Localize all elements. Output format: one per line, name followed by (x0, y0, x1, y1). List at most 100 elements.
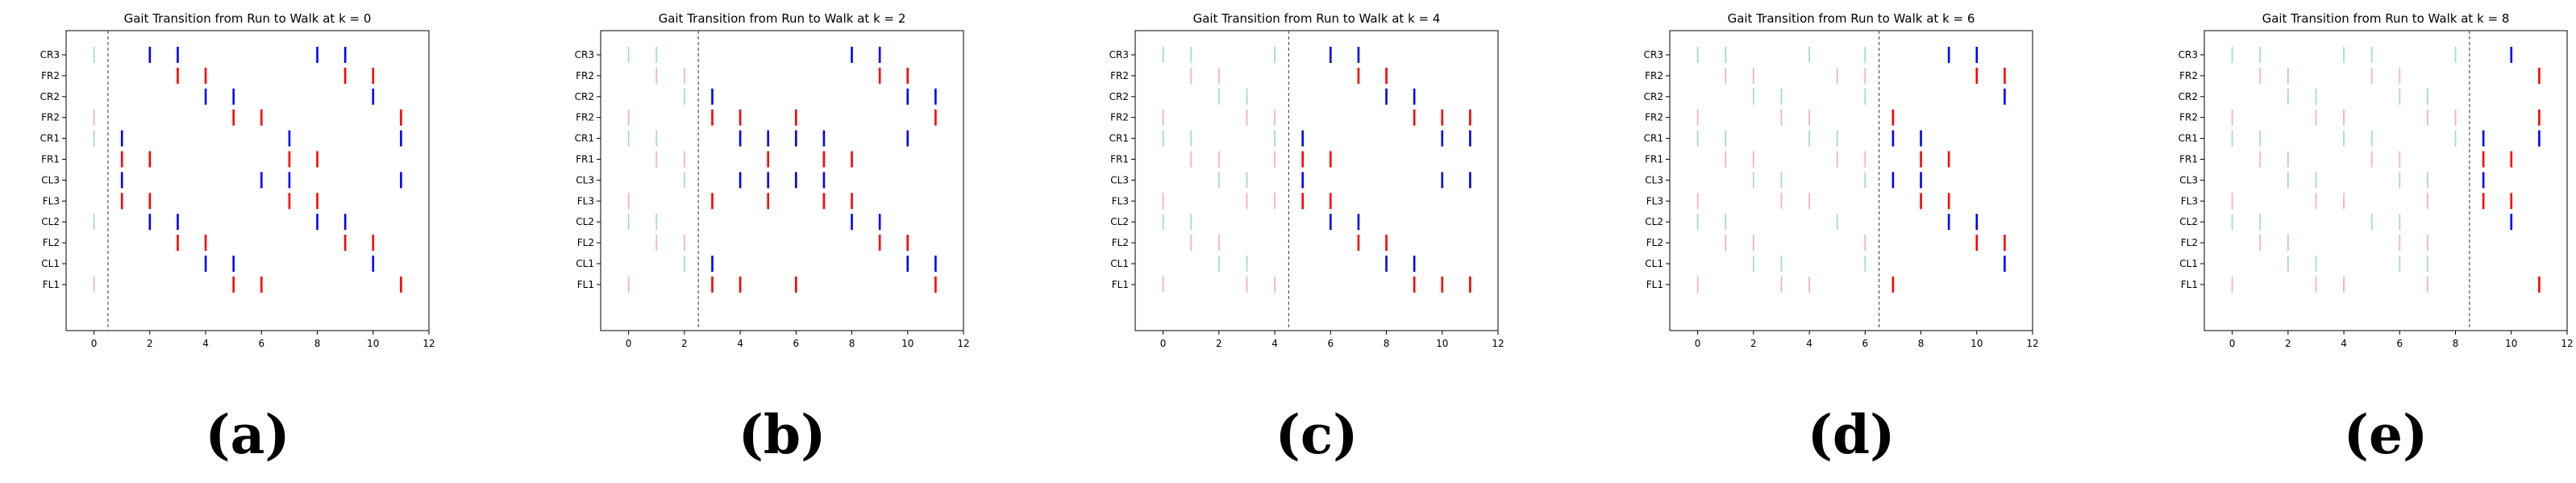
y-tick-label: CL2 (576, 216, 594, 227)
y-tick-label: CR2 (40, 91, 60, 102)
x-tick-label: 0 (1695, 338, 1701, 349)
y-tick-label: CL1 (1110, 258, 1129, 269)
y-tick-label: CL1 (1645, 258, 1663, 269)
x-tick-label: 2 (1216, 338, 1222, 349)
x-tick-label: 12 (1492, 338, 1504, 349)
chart-panel: Gait Transition from Run to Walk at k = … (1109, 11, 1504, 349)
y-tick-label: FL3 (1112, 195, 1129, 206)
y-tick-label: FL2 (43, 237, 60, 248)
x-tick-label: 2 (1750, 338, 1757, 349)
y-tick-label: CL3 (2179, 174, 2198, 185)
x-tick-label: 4 (1271, 338, 1278, 349)
x-tick-label: 0 (626, 338, 632, 349)
x-tick-label: 10 (367, 338, 379, 349)
x-tick-label: 2 (147, 338, 153, 349)
y-tick-label: FL2 (1646, 237, 1663, 248)
x-tick-label: 12 (2026, 338, 2038, 349)
chart-panel: Gait Transition from Run to Walk at k = … (1644, 11, 2039, 349)
y-tick-label: CR3 (1644, 49, 1663, 60)
y-tick-label: CR1 (40, 133, 60, 144)
y-tick-label: FR1 (41, 154, 60, 165)
x-tick-label: 6 (793, 338, 799, 349)
x-tick-label: 10 (1970, 338, 1983, 349)
y-tick-label: CR2 (1109, 91, 1129, 102)
y-tick-label: FL2 (577, 237, 594, 248)
y-tick-label: CL2 (41, 216, 60, 227)
y-tick-label: CR1 (1644, 133, 1663, 144)
y-tick-label: FL2 (1112, 237, 1129, 248)
panel-caption: (d) (1807, 403, 1896, 466)
chart-panel: Gait Transition from Run to Walk at k = … (40, 11, 435, 349)
y-tick-label: CL2 (1645, 216, 1663, 227)
plot-frame (600, 30, 964, 331)
x-tick-label: 12 (957, 338, 969, 349)
x-tick-label: 0 (1160, 338, 1167, 349)
y-tick-label: FL2 (2181, 237, 2198, 248)
y-tick-label: FL3 (1646, 195, 1663, 206)
y-tick-label: CR3 (1109, 49, 1129, 60)
y-tick-label: CL3 (41, 174, 60, 185)
y-tick-label: CR1 (1109, 133, 1129, 144)
chart-title: Gait Transition from Run to Walk at k = … (124, 11, 372, 26)
y-tick-label: CL3 (1110, 174, 1129, 185)
y-tick-label: FL1 (577, 279, 594, 290)
x-tick-label: 4 (202, 338, 209, 349)
x-tick-label: 8 (1918, 338, 1925, 349)
y-tick-label: FR2 (2179, 70, 2198, 81)
plot-frame (2204, 30, 2568, 331)
y-tick-label: CL2 (2179, 216, 2198, 227)
y-tick-label: FR2 (1645, 112, 1663, 123)
y-tick-label: FR1 (1645, 154, 1663, 165)
y-tick-label: FR2 (1110, 112, 1129, 123)
panel-caption: (a) (205, 403, 290, 466)
x-tick-label: 2 (2285, 338, 2291, 349)
chart-title: Gait Transition from Run to Walk at k = … (659, 11, 906, 26)
x-tick-label: 10 (1436, 338, 1448, 349)
x-tick-label: 4 (737, 338, 743, 349)
y-tick-label: CL3 (1645, 174, 1663, 185)
x-tick-label: 8 (314, 338, 321, 349)
y-tick-label: FR1 (2179, 154, 2198, 165)
x-tick-label: 6 (1327, 338, 1334, 349)
y-tick-label: CR2 (575, 91, 594, 102)
y-tick-label: FR2 (576, 112, 594, 123)
y-tick-label: FL1 (1112, 279, 1129, 290)
x-tick-label: 6 (1862, 338, 1868, 349)
plot-frame (65, 30, 430, 331)
x-tick-label: 6 (258, 338, 264, 349)
plot-frame (1669, 30, 2033, 331)
y-tick-label: FL1 (43, 279, 60, 290)
y-tick-label: CR2 (2179, 91, 2198, 102)
y-tick-label: FL1 (2181, 279, 2198, 290)
y-tick-label: FR2 (41, 70, 60, 81)
x-tick-label: 4 (2341, 338, 2347, 349)
y-tick-label: CR3 (575, 49, 594, 60)
y-tick-label: CR3 (40, 49, 60, 60)
panel-caption: (e) (2343, 403, 2428, 466)
x-tick-label: 10 (2505, 338, 2517, 349)
x-tick-label: 6 (2396, 338, 2403, 349)
x-tick-label: 0 (2229, 338, 2236, 349)
x-tick-label: 0 (91, 338, 98, 349)
y-tick-label: CR1 (2179, 133, 2198, 144)
y-tick-label: FR1 (1110, 154, 1129, 165)
chart-title: Gait Transition from Run to Walk at k = … (1193, 11, 1441, 26)
y-tick-label: FL3 (577, 195, 594, 206)
x-tick-label: 2 (681, 338, 688, 349)
y-tick-label: FR2 (2179, 112, 2198, 123)
x-tick-label: 4 (1806, 338, 1812, 349)
x-tick-label: 8 (1384, 338, 1390, 349)
y-tick-label: FL3 (43, 195, 60, 206)
y-tick-label: CL2 (1110, 216, 1129, 227)
y-tick-label: CR2 (1644, 91, 1663, 102)
x-tick-label: 10 (901, 338, 913, 349)
x-tick-label: 12 (422, 338, 435, 349)
y-tick-label: FR2 (1645, 70, 1663, 81)
panel-caption: (b) (738, 403, 826, 466)
y-tick-label: FR2 (1110, 70, 1129, 81)
y-tick-label: CL1 (2179, 258, 2198, 269)
y-tick-label: CR1 (575, 133, 594, 144)
y-tick-label: FL1 (1646, 279, 1663, 290)
plot-frame (1134, 30, 1499, 331)
